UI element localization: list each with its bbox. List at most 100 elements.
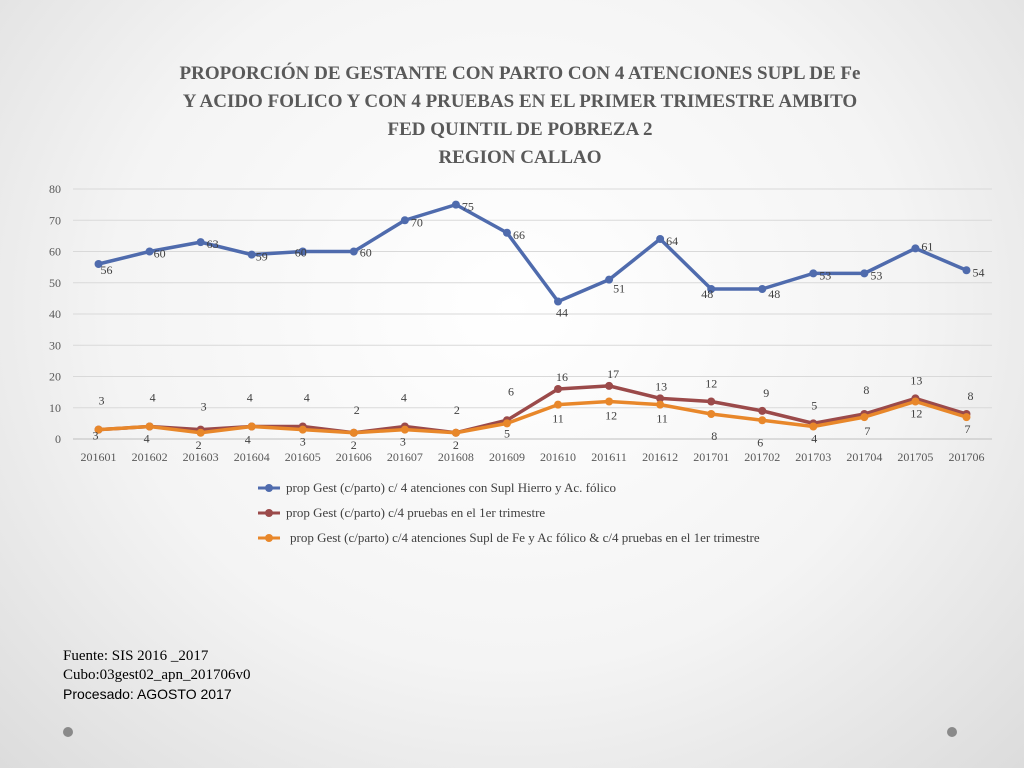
footer-source: Fuente: SIS 2016 _2017 <box>63 648 209 664</box>
data-label: 11 <box>552 412 564 426</box>
data-point <box>400 216 409 225</box>
data-label: 4 <box>401 391 407 405</box>
data-label: 70 <box>411 215 423 229</box>
data-point <box>656 400 665 409</box>
data-label: 59 <box>256 250 268 264</box>
data-label: 44 <box>556 306 568 320</box>
data-point <box>554 385 563 393</box>
data-label: 6 <box>757 435 763 449</box>
y-tick-label: 0 <box>55 432 61 446</box>
y-tick-label: 10 <box>49 401 61 415</box>
data-point <box>911 244 920 253</box>
legend-marker <box>265 534 273 542</box>
series-1 <box>94 200 971 306</box>
data-label: 8 <box>863 383 869 397</box>
data-label: 8 <box>711 429 717 443</box>
data-point <box>758 285 767 293</box>
x-tick-label: 201610 <box>540 450 576 464</box>
data-point <box>145 422 154 431</box>
data-label: 66 <box>513 228 525 242</box>
data-point <box>809 269 818 278</box>
data-point <box>911 397 920 406</box>
data-point <box>298 247 307 256</box>
legend-marker <box>265 484 273 492</box>
data-label: 56 <box>101 263 113 277</box>
data-label: 4 <box>811 432 817 446</box>
data-label: 60 <box>154 247 166 261</box>
data-label: 53 <box>819 268 831 282</box>
data-point <box>94 425 103 434</box>
data-label: 48 <box>701 287 713 301</box>
nav-dot-right[interactable] <box>947 727 957 737</box>
nav-dot-left[interactable] <box>63 727 73 737</box>
x-tick-label: 201611 <box>591 450 627 464</box>
footer-processed: Procesado: AGOSTO 2017 <box>63 686 232 702</box>
x-tick-label: 201701 <box>693 450 729 464</box>
data-point <box>605 397 614 406</box>
series-1-labels: 56 60 63 59 60 60 70 75 66 44 51 64 48 48 53 53 61 54 <box>101 200 985 320</box>
series-1-line <box>98 202 968 304</box>
data-label: 6 <box>508 384 514 398</box>
data-label: 12 <box>605 409 617 423</box>
data-label: 11 <box>656 412 668 426</box>
y-tick-label: 60 <box>49 245 61 259</box>
data-point <box>451 200 460 209</box>
data-label: 3 <box>201 400 207 414</box>
data-point <box>145 247 154 256</box>
x-tick-label: 201606 <box>336 450 372 464</box>
data-label: 2 <box>454 403 460 417</box>
data-label: 16 <box>556 370 568 384</box>
data-point <box>196 428 205 437</box>
data-point <box>554 297 563 306</box>
legend-item-3: prop Gest (c/parto) c/4 atenciones Supl … <box>258 530 760 545</box>
data-point <box>451 428 460 437</box>
gridlines <box>73 188 992 440</box>
data-point <box>298 425 307 434</box>
data-label: 48 <box>768 287 780 301</box>
title-line-3: FED QUINTIL DE POBREZA 2 <box>387 119 653 140</box>
y-tick-label: 20 <box>49 370 61 384</box>
footer-cube: Cubo:03gest02_apn_201706v0 <box>63 667 251 683</box>
data-point <box>196 238 205 247</box>
data-point <box>707 285 716 293</box>
data-label: 4 <box>150 391 156 405</box>
data-label: 3 <box>400 435 406 449</box>
data-label: 60 <box>295 246 307 260</box>
legend-label: prop Gest (c/parto) c/4 atenciones Supl … <box>290 530 760 545</box>
legend-marker <box>265 509 273 517</box>
x-tick-label: 201605 <box>285 450 321 464</box>
data-label: 4 <box>144 432 150 446</box>
data-point <box>605 381 614 390</box>
data-point <box>860 269 869 278</box>
data-label: 2 <box>354 403 360 417</box>
data-point <box>962 266 971 275</box>
chart-title: PROPORCIÓN DE GESTANTE CON PARTO CON 4 A… <box>120 60 920 172</box>
data-point <box>656 235 665 243</box>
x-tick-label: 201705 <box>897 450 933 464</box>
y-tick-label: 40 <box>49 307 61 321</box>
data-label: 63 <box>207 237 219 251</box>
x-tick-label: 201604 <box>234 450 270 464</box>
data-point <box>707 397 716 406</box>
data-label: 7 <box>864 424 870 438</box>
data-label: 61 <box>921 239 933 253</box>
data-point <box>349 428 358 437</box>
data-point <box>502 419 511 428</box>
x-tick-label: 201609 <box>489 450 525 464</box>
data-point <box>656 394 665 403</box>
series-2-labels: 3 4 3 4 4 2 4 2 6 16 17 13 12 9 5 8 13 8 <box>99 367 974 417</box>
legend-item-2: prop Gest (c/parto) c/4 pruebas en el 1e… <box>258 505 545 520</box>
y-tick-label: 50 <box>49 276 61 290</box>
data-label: 3 <box>93 429 99 443</box>
x-tick-label: 201603 <box>183 450 219 464</box>
y-tick-label: 70 <box>49 213 61 227</box>
data-point <box>962 413 971 422</box>
data-label: 3 <box>300 435 306 449</box>
data-point <box>247 422 256 431</box>
data-point <box>349 247 358 256</box>
data-label: 13 <box>910 373 922 387</box>
x-tick-label: 201602 <box>132 450 168 464</box>
y-tick-label: 80 <box>49 182 61 196</box>
